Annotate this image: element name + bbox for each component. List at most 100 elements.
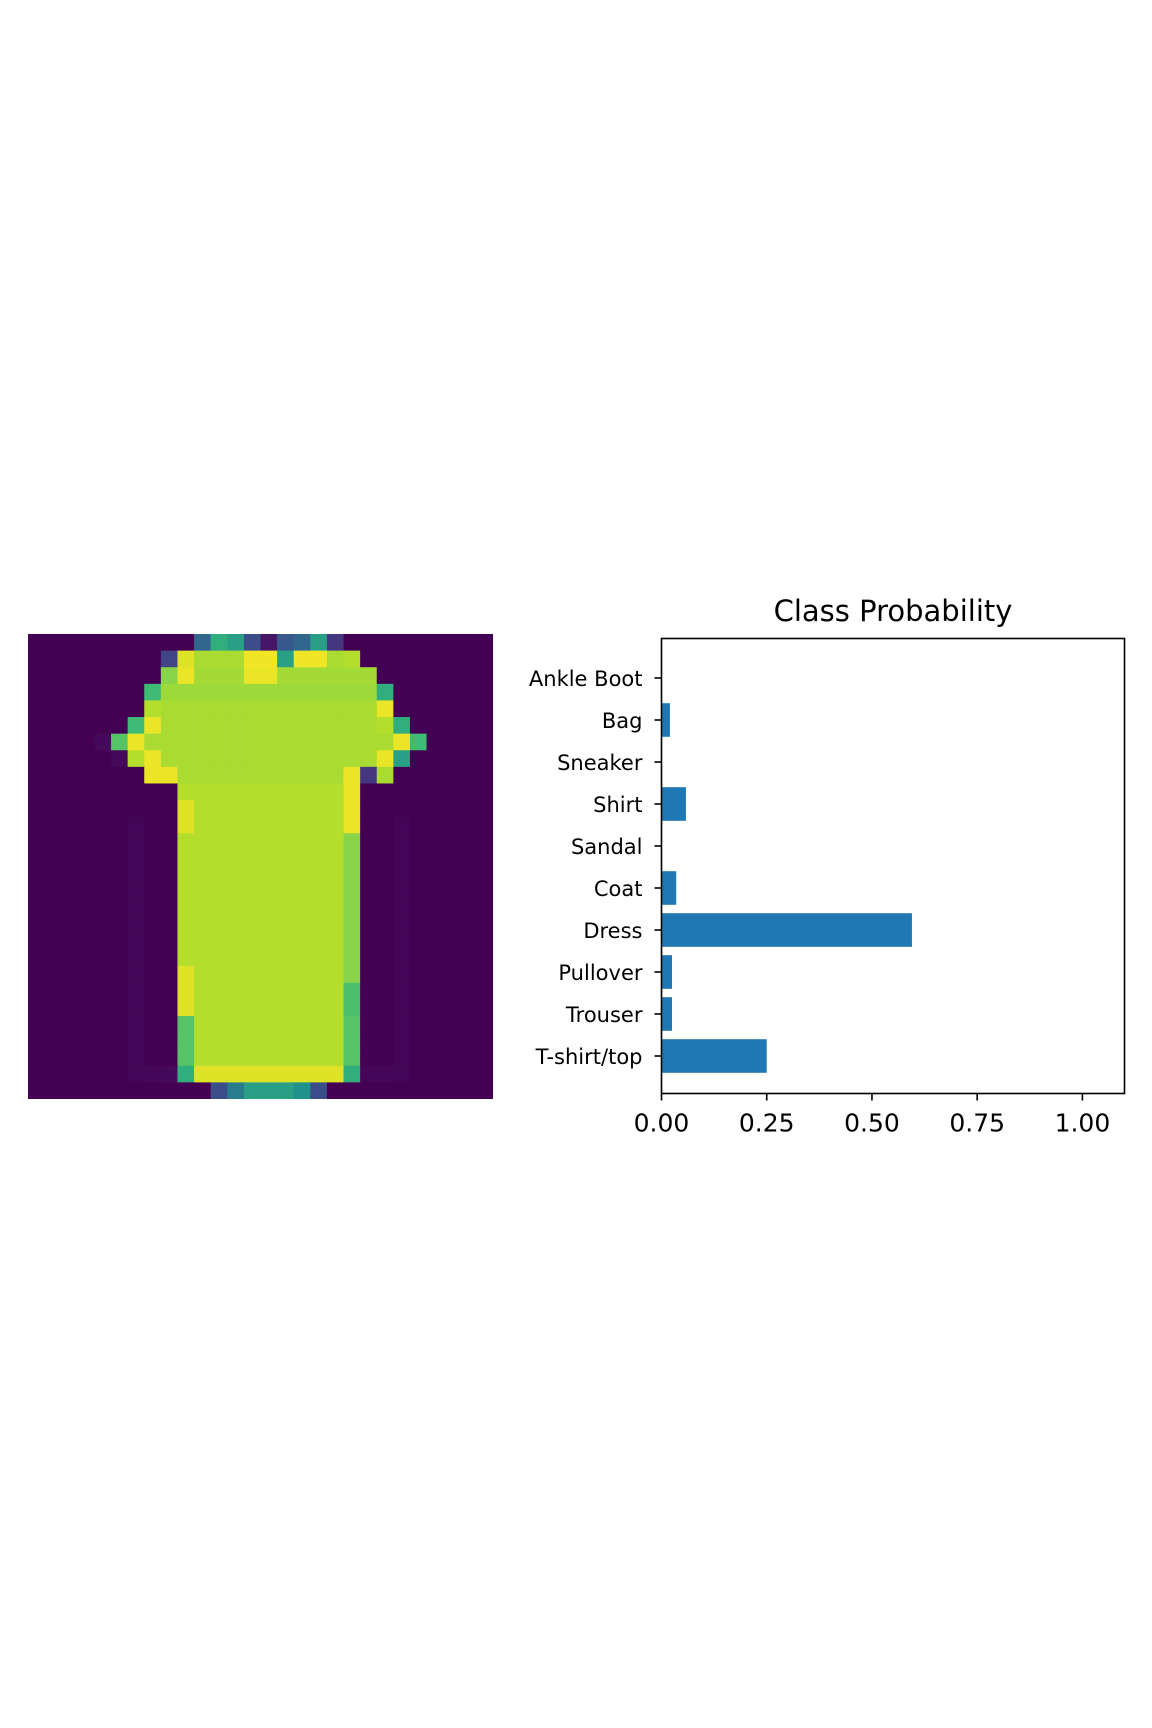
pixel: [310, 982, 328, 1000]
pixel: [61, 783, 79, 801]
pixel: [227, 650, 245, 668]
pixel: [210, 982, 228, 1000]
pixel: [94, 634, 112, 652]
pixel: [376, 833, 394, 851]
pixel: [326, 866, 345, 884]
pixel: [77, 899, 96, 917]
pixel: [277, 866, 295, 884]
pixel: [459, 849, 477, 868]
pixel: [443, 1032, 461, 1050]
pixel: [310, 849, 328, 868]
pixel: [393, 750, 411, 768]
pixel: [343, 833, 361, 851]
pixel: [177, 999, 195, 1017]
pixel: [343, 800, 361, 818]
pixel: [160, 783, 179, 801]
pixel: [260, 1032, 278, 1050]
pixel: [177, 916, 195, 934]
pixel: [77, 999, 96, 1017]
pixel: [360, 866, 378, 884]
pixel: [476, 999, 493, 1017]
pixel: [260, 700, 278, 718]
pixel: [177, 766, 195, 785]
pixel: [326, 899, 345, 917]
x-tick-label: 0.00: [634, 1109, 690, 1138]
pixel: [177, 899, 195, 917]
pixel: [376, 1015, 394, 1034]
pixel: [376, 916, 394, 934]
pixel: [127, 750, 145, 768]
pixel: [277, 1032, 295, 1050]
pixel: [28, 866, 46, 884]
pixel: [293, 1065, 311, 1083]
pixel: [343, 1065, 361, 1083]
pixel: [160, 949, 179, 967]
pixel: [210, 849, 228, 868]
pixel: [393, 733, 411, 751]
pixel: [144, 766, 162, 785]
pixel: [260, 650, 278, 668]
bar-dress: [661, 913, 912, 947]
pixel: [293, 766, 311, 785]
pixel: [310, 999, 328, 1017]
pixel: [409, 750, 428, 768]
pixel: [326, 634, 345, 652]
pixel: [393, 849, 411, 868]
pixel: [77, 1015, 96, 1034]
pixel: [177, 866, 195, 884]
pixel: [326, 966, 345, 984]
pixel: [210, 1049, 228, 1067]
pixel: [293, 816, 311, 834]
pixel: [260, 683, 278, 702]
pixel: [210, 916, 228, 934]
pixel: [177, 1015, 195, 1034]
pixel: [459, 766, 477, 785]
pixel: [77, 1049, 96, 1067]
pixel: [360, 999, 378, 1017]
pixel: [476, 700, 493, 718]
pixel: [326, 650, 345, 668]
pixel: [409, 916, 428, 934]
pixel: [194, 1049, 212, 1067]
pixel: [277, 932, 295, 951]
pixel: [476, 1015, 493, 1034]
pixel: [459, 634, 477, 652]
pixel: [127, 816, 145, 834]
pixel: [61, 999, 79, 1017]
pixel: [443, 816, 461, 834]
pixel: [44, 833, 62, 851]
bar-shirt: [661, 787, 686, 821]
pixel: [28, 883, 46, 901]
pixel: [260, 717, 278, 735]
pixel: [111, 916, 129, 934]
pixel: [194, 899, 212, 917]
pixel: [426, 766, 444, 785]
pixel: [326, 916, 345, 934]
pixel: [127, 932, 145, 951]
pixel: [194, 1032, 212, 1050]
pixel: [326, 932, 345, 951]
pixel: [310, 783, 328, 801]
pixel: [277, 999, 295, 1017]
pixel: [360, 717, 378, 735]
pixel: [376, 932, 394, 951]
pixel: [177, 849, 195, 868]
pixel: [443, 683, 461, 702]
pixel: [210, 733, 228, 751]
pixel: [94, 883, 112, 901]
pixel: [77, 883, 96, 901]
pixel: [409, 849, 428, 868]
pixel: [443, 700, 461, 718]
pixel: [476, 949, 493, 967]
pixel: [409, 949, 428, 967]
pixel: [326, 783, 345, 801]
pixel: [277, 717, 295, 735]
pixel: [61, 650, 79, 668]
pixel: [111, 966, 129, 984]
x-tick-label: 0.50: [844, 1109, 900, 1138]
pixel: [94, 916, 112, 934]
pixel: [360, 966, 378, 984]
pixel: [44, 883, 62, 901]
pixel: [44, 1082, 62, 1099]
pixel: [77, 700, 96, 718]
